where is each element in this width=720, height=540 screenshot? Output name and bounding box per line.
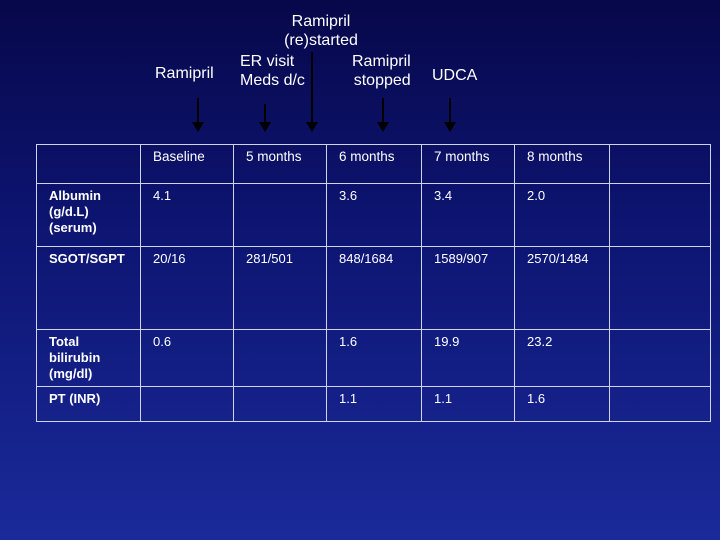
table-cell: 20/16	[140, 246, 234, 330]
table-cell: 1.1	[421, 386, 515, 422]
annotation-udca: UDCA	[432, 66, 477, 85]
table-cell: 3.6	[326, 183, 422, 247]
table-cell: 0.6	[140, 329, 234, 387]
table-cell	[609, 386, 711, 422]
table-cell: 4.1	[140, 183, 234, 247]
table-cell: 1.1	[326, 386, 422, 422]
table-cell: 281/501	[233, 246, 327, 330]
annotation-er-visit: ER visit Meds d/c	[240, 52, 305, 90]
arrow-down-icon	[259, 104, 271, 132]
table-header-cell: 8 months	[514, 144, 610, 184]
annotation-udca-text: UDCA	[432, 67, 478, 84]
table-row: SGOT/SGPT 20/16 281/501 848/1684 1589/90…	[36, 246, 711, 330]
table-cell	[140, 386, 234, 422]
table-header-cell	[36, 144, 141, 184]
table-cell: 1.6	[514, 386, 610, 422]
table-cell: 1589/907	[421, 246, 515, 330]
annotation-ramipril-text: Ramipril	[155, 65, 214, 82]
arrow-down-icon	[306, 52, 318, 132]
row-label: PT (INR)	[36, 386, 141, 422]
table-cell: 2.0	[514, 183, 610, 247]
annotation-restarted-line1: Ramipril	[291, 13, 351, 30]
table-row: Albumin (g/d.L) (serum) 4.1 3.6 3.4 2.0	[36, 183, 711, 247]
table-cell: 2570/1484	[514, 246, 610, 330]
table-cell	[609, 329, 711, 387]
table-cell	[233, 386, 327, 422]
table-header-cell: 6 months	[326, 144, 422, 184]
arrow-down-icon	[377, 98, 389, 132]
annotation-ramipril-stopped: Ramipril stopped	[352, 52, 411, 90]
row-label: Total bilirubin (mg/dl)	[36, 329, 141, 387]
table-header-cell: Baseline	[140, 144, 234, 184]
annotation-restarted-line2: (re)started	[284, 32, 358, 49]
arrow-down-icon	[192, 98, 204, 132]
annotation-er-line2: Meds d/c	[240, 72, 305, 89]
table-cell: 19.9	[421, 329, 515, 387]
table-cell	[609, 246, 711, 330]
table-cell: 848/1684	[326, 246, 422, 330]
table-cell	[609, 183, 711, 247]
row-label: SGOT/SGPT	[36, 246, 141, 330]
annotation-ramipril-restarted: Ramipril (re)started	[276, 12, 366, 50]
table-header-cell: 5 months	[233, 144, 327, 184]
table-cell	[233, 329, 327, 387]
row-label: Albumin (g/d.L) (serum)	[36, 183, 141, 247]
table-row: Total bilirubin (mg/dl) 0.6 1.6 19.9 23.…	[36, 329, 711, 387]
annotation-er-line1: ER visit	[240, 53, 295, 70]
table-header-cell	[609, 144, 711, 184]
lab-results-table: Baseline 5 months 6 months 7 months 8 mo…	[36, 144, 711, 422]
annotation-stopped-line1: Ramipril	[352, 53, 411, 70]
table-row: PT (INR) 1.1 1.1 1.6	[36, 386, 711, 422]
table-header-cell: 7 months	[421, 144, 515, 184]
table-cell: 23.2	[514, 329, 610, 387]
table-cell: 1.6	[326, 329, 422, 387]
table-cell: 3.4	[421, 183, 515, 247]
annotation-stopped-line2: stopped	[353, 72, 411, 89]
table-header-row: Baseline 5 months 6 months 7 months 8 mo…	[36, 144, 711, 184]
table-cell	[233, 183, 327, 247]
arrow-down-icon	[444, 98, 456, 132]
annotation-ramipril: Ramipril	[155, 64, 214, 83]
